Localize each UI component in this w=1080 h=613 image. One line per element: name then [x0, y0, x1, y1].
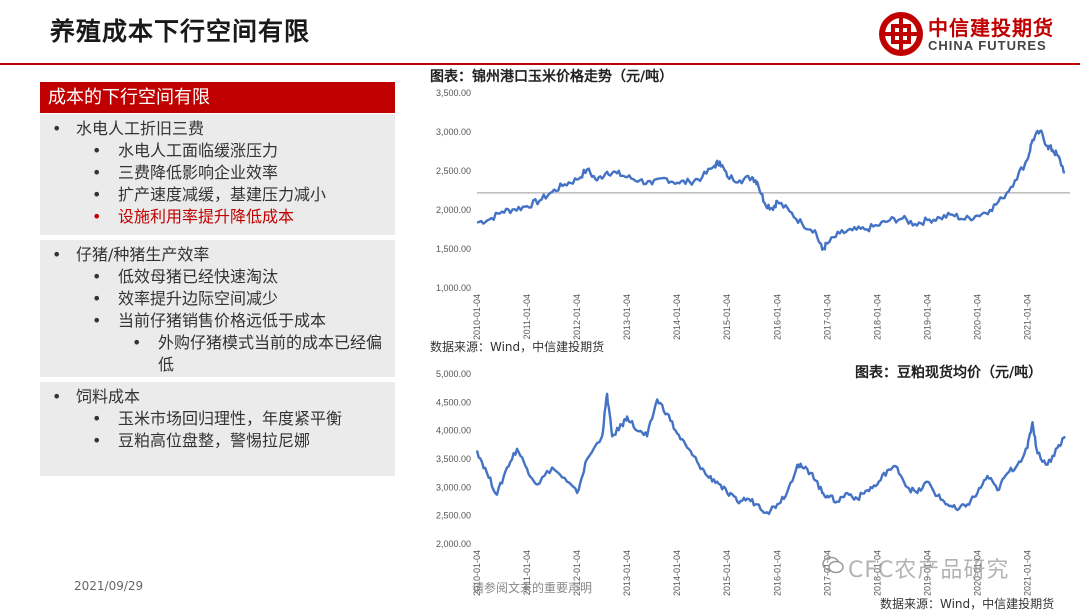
y-tick-label: 2,000.00	[436, 205, 471, 215]
x-tick-label: 2020-01-04	[972, 550, 982, 596]
y-tick-label: 3,500.00	[436, 88, 471, 98]
page-title: 养殖成本下行空间有限	[50, 17, 311, 46]
y-tick-label: 4,000.00	[436, 426, 471, 436]
bullet-item-highlight: • 设施利用率提升降低成本	[92, 207, 295, 226]
x-tick-label: 2011-01-04	[522, 550, 532, 595]
bullet-item: • 低效母猪已经快速淘汰	[92, 267, 279, 286]
y-tick-label: 4,500.00	[436, 397, 471, 407]
y-tick-label: 1,000.00	[436, 283, 471, 293]
chart2-title: 图表：豆粕现货均价（元/吨）	[855, 365, 1043, 381]
citic-logo-icon	[879, 12, 923, 56]
x-tick-label: 2021-01-04	[1022, 550, 1032, 596]
x-tick-label: 2014-01-04	[672, 294, 682, 340]
wechat-icon	[822, 556, 844, 574]
logo-text-cn: 中信建投期货	[928, 16, 1054, 40]
x-tick-label: 2015-01-04	[722, 550, 732, 596]
header-divider	[0, 63, 1080, 65]
series-line-2	[475, 392, 1066, 516]
x-tick-label: 2011-01-04	[522, 294, 532, 339]
x-tick-label: 2013-01-04	[622, 550, 632, 596]
bullet-item: • 当前仔猪销售价格远低于成本	[92, 311, 327, 330]
y-tick-label: 1,500.00	[436, 244, 471, 254]
x-tick-label: 2017-01-04	[822, 294, 832, 340]
x-tick-label: 2018-01-04	[872, 550, 882, 596]
x-tick-label: 2016-01-04	[772, 294, 782, 340]
x-tick-label: 2015-01-04	[722, 294, 732, 340]
chart1-source: 数据来源：Wind，中信建投期货	[430, 340, 605, 354]
y-tick-label: 3,500.00	[436, 454, 471, 464]
x-tick-label: 2012-01-04	[572, 294, 582, 340]
y-tick-label: 2,500.00	[436, 511, 471, 521]
x-tick-label: 2010-01-04	[472, 294, 482, 340]
bullet-item: • 饲料成本	[52, 387, 141, 406]
footer-notice: 请参阅文末的重要声明	[472, 581, 593, 595]
bullet-group-feed: • 饲料成本 • 玉米市场回归理性，年度紧平衡 • 豆粕高位盘整，警惕拉尼娜	[40, 382, 395, 476]
bullet-item: • 三费降低影响企业效率	[92, 163, 279, 182]
x-tick-label: 2021-01-04	[1022, 294, 1032, 340]
x-tick-label: 2018-01-04	[872, 294, 882, 340]
y-tick-label: 2,500.00	[436, 166, 471, 176]
bullet-group-labor: • 水电人工折旧三费 • 水电人工面临缓涨压力 • 三费降低影响企业效率 • 扩产速度减…	[40, 114, 395, 235]
series-line-1	[476, 129, 1066, 252]
watermark: CFC农产品研究	[848, 558, 1010, 583]
bullet-item: • 外购仔猪模式当前的成本已经偏低	[132, 333, 383, 374]
y-tick-label: 5,000.00	[436, 369, 471, 379]
y-tick-label: 2,000.00	[436, 539, 471, 549]
x-tick-label: 2014-01-04	[672, 550, 682, 596]
bullet-item: • 水电人工折旧三费	[52, 119, 205, 138]
bullet-item: • 效率提升边际空间减少	[92, 289, 279, 308]
x-tick-label: 2019-01-04	[922, 294, 932, 340]
bullet-group-piglet: • 仔猪/种猪生产效率 • 低效母猪已经快速淘汰 • 效率提升边际空间减少 • 当前仔猪…	[40, 240, 395, 377]
logo-text-en: CHINA FUTURES	[928, 38, 1047, 53]
bullet-item: • 扩产速度减缓，基建压力减小	[92, 185, 327, 204]
footer-date: 2021/09/29	[74, 579, 144, 593]
x-tick-label: 2012-01-04	[572, 550, 582, 596]
bullet-item: • 仔猪/种猪生产效率	[52, 245, 210, 264]
y-tick-label: 3,000.00	[436, 127, 471, 137]
chart2-source: 数据来源：Wind，中信建投期货	[880, 597, 1055, 611]
x-tick-label: 2016-01-04	[772, 550, 782, 596]
x-tick-label: 2020-01-04	[972, 294, 982, 340]
x-tick-label: 2010-01-04	[472, 550, 482, 596]
bullet-item: • 豆粕高位盘整，警惕拉尼娜	[92, 431, 311, 450]
x-tick-label: 2013-01-04	[622, 294, 632, 340]
chart1-title: 图表：锦州港口玉米价格走势（元/吨）	[430, 69, 674, 85]
bullet-item: • 水电人工面临缓涨压力	[92, 141, 279, 160]
y-tick-label: 3,000.00	[436, 482, 471, 492]
bullet-item: • 玉米市场回归理性，年度紧平衡	[92, 409, 343, 428]
x-tick-label: 2019-01-04	[922, 550, 932, 596]
panel-heading: 成本的下行空间有限	[40, 82, 395, 113]
x-tick-label: 2017-01-04	[822, 550, 832, 596]
